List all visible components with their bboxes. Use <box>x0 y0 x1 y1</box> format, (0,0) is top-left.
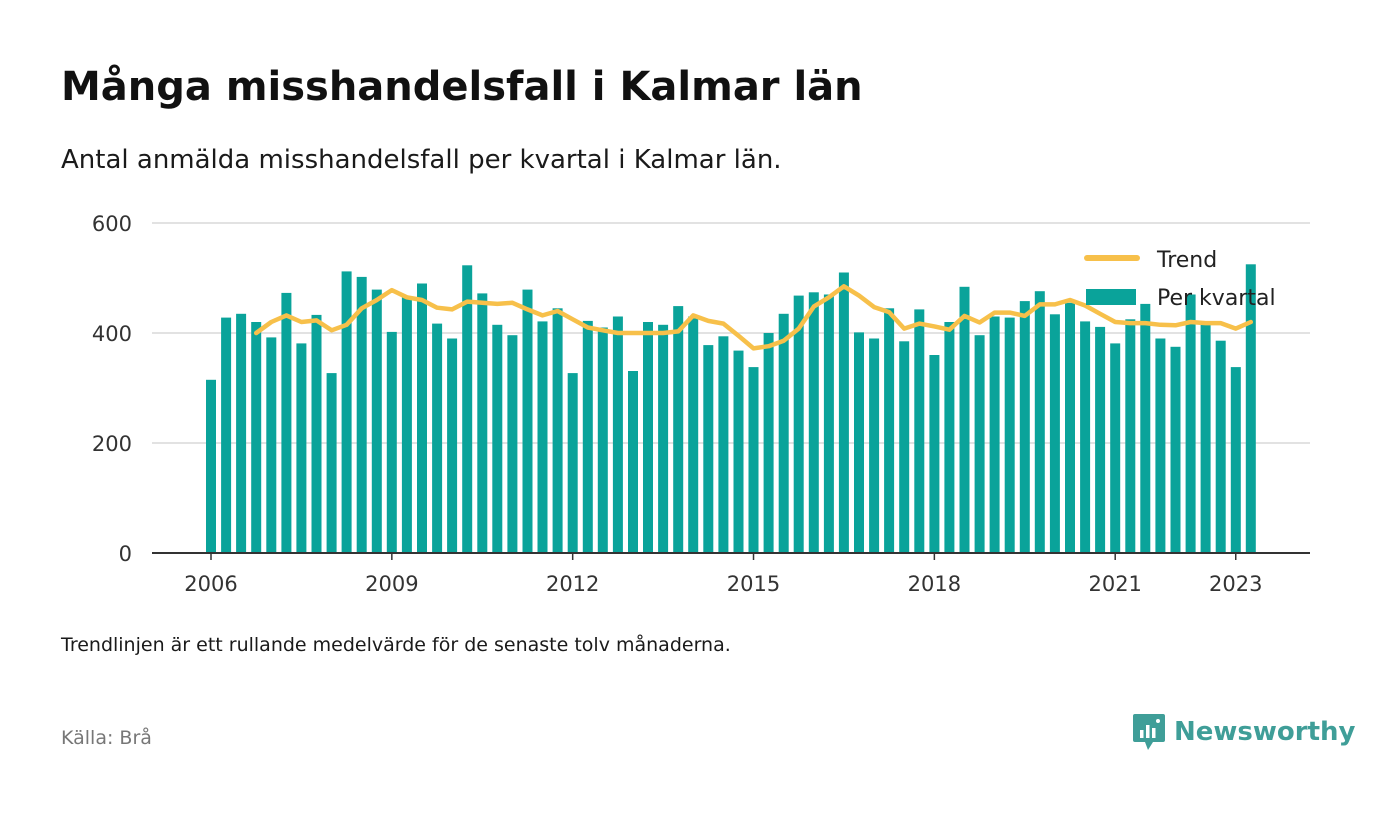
x-tick-label: 2009 <box>365 572 418 596</box>
bar <box>1034 291 1045 553</box>
x-tick-label: 2021 <box>1088 572 1141 596</box>
bar <box>763 333 774 553</box>
bar <box>582 320 593 553</box>
newsworthy-logo-icon <box>1133 714 1165 750</box>
x-axis-ticks: 2006 2009 2012 2015 2018 2021 2023 <box>184 553 1262 596</box>
bar <box>447 338 458 553</box>
bar <box>401 297 412 554</box>
y-axis-ticks: 0 200 400 600 <box>92 212 132 566</box>
bar <box>733 350 744 553</box>
bar <box>1215 340 1226 553</box>
bar <box>537 321 548 553</box>
legend-label-trend: Trend <box>1156 248 1217 273</box>
bar <box>703 345 714 553</box>
legend-swatch-per-kvartal <box>1086 289 1136 305</box>
footnote: Trendlinjen är ett rullande medelvärde f… <box>61 634 731 656</box>
y-tick-label: 0 <box>119 542 132 566</box>
bar <box>643 322 653 553</box>
bar <box>823 294 834 553</box>
x-tick-label: 2015 <box>727 572 780 596</box>
bar <box>748 367 759 553</box>
bar <box>1095 326 1106 553</box>
bar <box>251 322 262 553</box>
bar <box>899 341 910 554</box>
x-tick-label: 2018 <box>908 572 961 596</box>
bar <box>778 313 789 554</box>
bar <box>296 343 307 553</box>
source-label: Källa: Brå <box>61 727 152 749</box>
bar <box>432 323 443 553</box>
bar <box>718 336 729 553</box>
bar <box>1049 314 1060 553</box>
legend: Trend Per kvartal <box>1084 248 1276 311</box>
bar <box>944 322 955 553</box>
bar <box>808 292 819 553</box>
bar <box>658 324 669 554</box>
bar <box>1125 319 1136 554</box>
bar <box>1080 321 1091 553</box>
bar <box>552 308 563 554</box>
bar <box>884 308 895 554</box>
bar <box>628 371 638 553</box>
trend-line <box>253 284 1254 351</box>
x-tick-label: 2006 <box>184 572 237 596</box>
bar <box>612 316 623 553</box>
bar <box>492 324 503 554</box>
y-tick-label: 200 <box>92 432 132 456</box>
bar <box>522 289 533 553</box>
trend-line-layer <box>253 284 1254 351</box>
bar <box>793 295 804 553</box>
bar <box>281 292 292 553</box>
bar <box>869 338 880 553</box>
bar <box>507 335 518 553</box>
brand-name: Newsworthy <box>1174 717 1356 747</box>
bars <box>206 264 1256 554</box>
bar <box>914 309 925 553</box>
chart-title: Många misshandelsfall i Kalmar län <box>61 64 863 110</box>
bar <box>597 327 608 553</box>
y-tick-label: 600 <box>92 212 132 236</box>
bar <box>959 286 970 553</box>
bar <box>371 289 382 553</box>
bar <box>838 272 849 553</box>
bar <box>206 379 216 554</box>
bar <box>1004 317 1015 553</box>
x-tick-label: 2023 <box>1209 572 1262 596</box>
bar <box>1140 303 1151 553</box>
legend-swatch-trend <box>1084 255 1140 261</box>
bar <box>477 293 488 553</box>
y-tick-label: 400 <box>92 322 132 346</box>
bar <box>236 313 247 554</box>
bar <box>567 373 578 553</box>
bar <box>1019 301 1030 553</box>
bar <box>221 317 232 553</box>
bar <box>386 331 397 553</box>
bar <box>1155 338 1166 553</box>
legend-label-per-kvartal: Per kvartal <box>1157 286 1276 311</box>
bar <box>673 306 684 553</box>
bar <box>974 335 985 553</box>
chart-subtitle: Antal anmälda misshandelsfall per kvarta… <box>61 145 782 175</box>
brand-logo[interactable]: Newsworthy <box>1132 712 1355 752</box>
bar <box>1170 346 1181 554</box>
bar <box>311 314 322 553</box>
bar <box>929 355 940 553</box>
bar <box>356 276 367 553</box>
bar <box>462 265 473 553</box>
bar <box>266 337 277 553</box>
x-tick-label: 2012 <box>546 572 599 596</box>
bar <box>989 316 1000 553</box>
bar <box>688 316 699 553</box>
bar <box>1065 302 1075 554</box>
bar <box>1185 294 1196 553</box>
bar <box>341 271 352 553</box>
bar <box>1245 264 1256 554</box>
bar <box>417 283 427 553</box>
bar <box>326 373 337 553</box>
bar <box>1110 343 1121 553</box>
bar <box>854 332 864 553</box>
bar <box>1230 367 1241 553</box>
bar <box>1200 322 1211 553</box>
